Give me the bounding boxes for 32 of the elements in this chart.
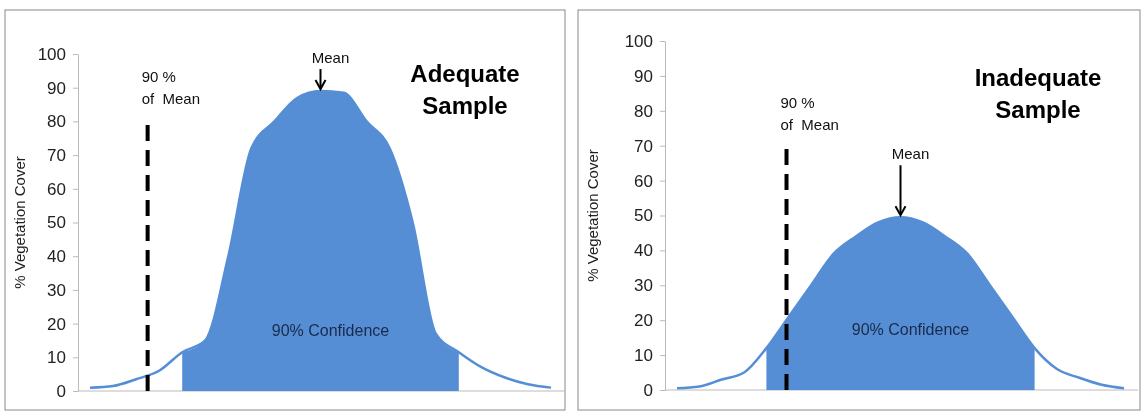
y-axis-title: % Vegetation Cover [11,156,28,289]
y-tick-label: 50 [634,206,653,226]
text: Adequate Sample [410,60,520,119]
y-tick-label: 10 [634,346,653,366]
y-tick-label: 60 [47,179,66,199]
y-tick-label: 70 [634,136,653,156]
annotation: Mean [891,145,930,163]
y-tick-label: 10 [47,348,66,368]
y-tick-label: 40 [47,247,66,267]
y-axis-title: % Vegetation Cover [584,149,601,282]
text: Inadequate Sample [974,64,1102,123]
annotation: 90 % of Mean [141,68,200,107]
annotation: 90% Confidence [271,322,390,339]
y-tick-label: 80 [47,112,66,132]
y-tick-label: 30 [634,276,653,296]
y-tick-label: 40 [634,241,653,261]
y-tick-label: 70 [47,146,66,166]
y-tick-label: 50 [47,213,66,233]
y-tick-label: 80 [634,101,653,121]
y-tick-label: 100 [624,31,653,51]
y-tick-label: 60 [634,171,653,191]
y-tick-label: 90 [634,66,653,86]
annotation: 90 % of Mean [780,94,839,133]
y-tick-label: 0 [643,380,653,400]
y-tick-label: 30 [47,280,66,300]
annotation: 90% Confidence [851,321,970,338]
y-tick-label: 100 [37,44,66,64]
y-tick-label: 0 [56,381,66,401]
y-tick-label: 20 [47,314,66,334]
y-tick-label: 90 [47,78,66,98]
annotation: Mean [311,49,350,67]
y-tick-label: 20 [634,311,653,331]
